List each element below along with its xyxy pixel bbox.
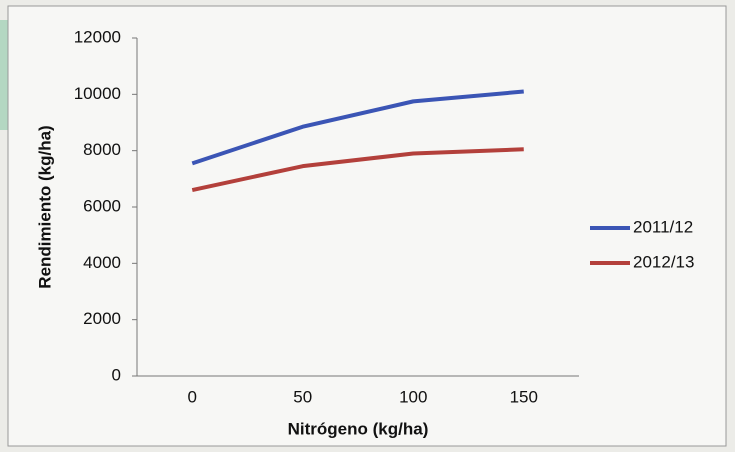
legend-label: 2012/13 bbox=[633, 252, 694, 271]
x-tick-label: 50 bbox=[293, 387, 312, 406]
y-tick-label: 6000 bbox=[83, 196, 121, 215]
y-tick-label: 2000 bbox=[83, 309, 121, 328]
x-tick-label: 150 bbox=[510, 387, 538, 406]
series-line bbox=[191, 89, 524, 166]
y-tick-label: 12000 bbox=[74, 27, 121, 46]
legend-label: 2011/12 bbox=[633, 217, 693, 236]
y-tick-label: 10000 bbox=[74, 84, 121, 103]
series-line bbox=[191, 147, 524, 193]
y-axis-title: Rendimiento (kg/ha) bbox=[35, 125, 54, 288]
y-tick-label: 4000 bbox=[83, 253, 121, 272]
y-tick-label: 0 bbox=[112, 365, 121, 384]
x-tick-label: 0 bbox=[188, 387, 197, 406]
x-axis-title: Nitrógeno (kg/ha) bbox=[288, 419, 429, 438]
y-tick-label: 8000 bbox=[83, 140, 121, 159]
x-tick-label: 100 bbox=[399, 387, 427, 406]
